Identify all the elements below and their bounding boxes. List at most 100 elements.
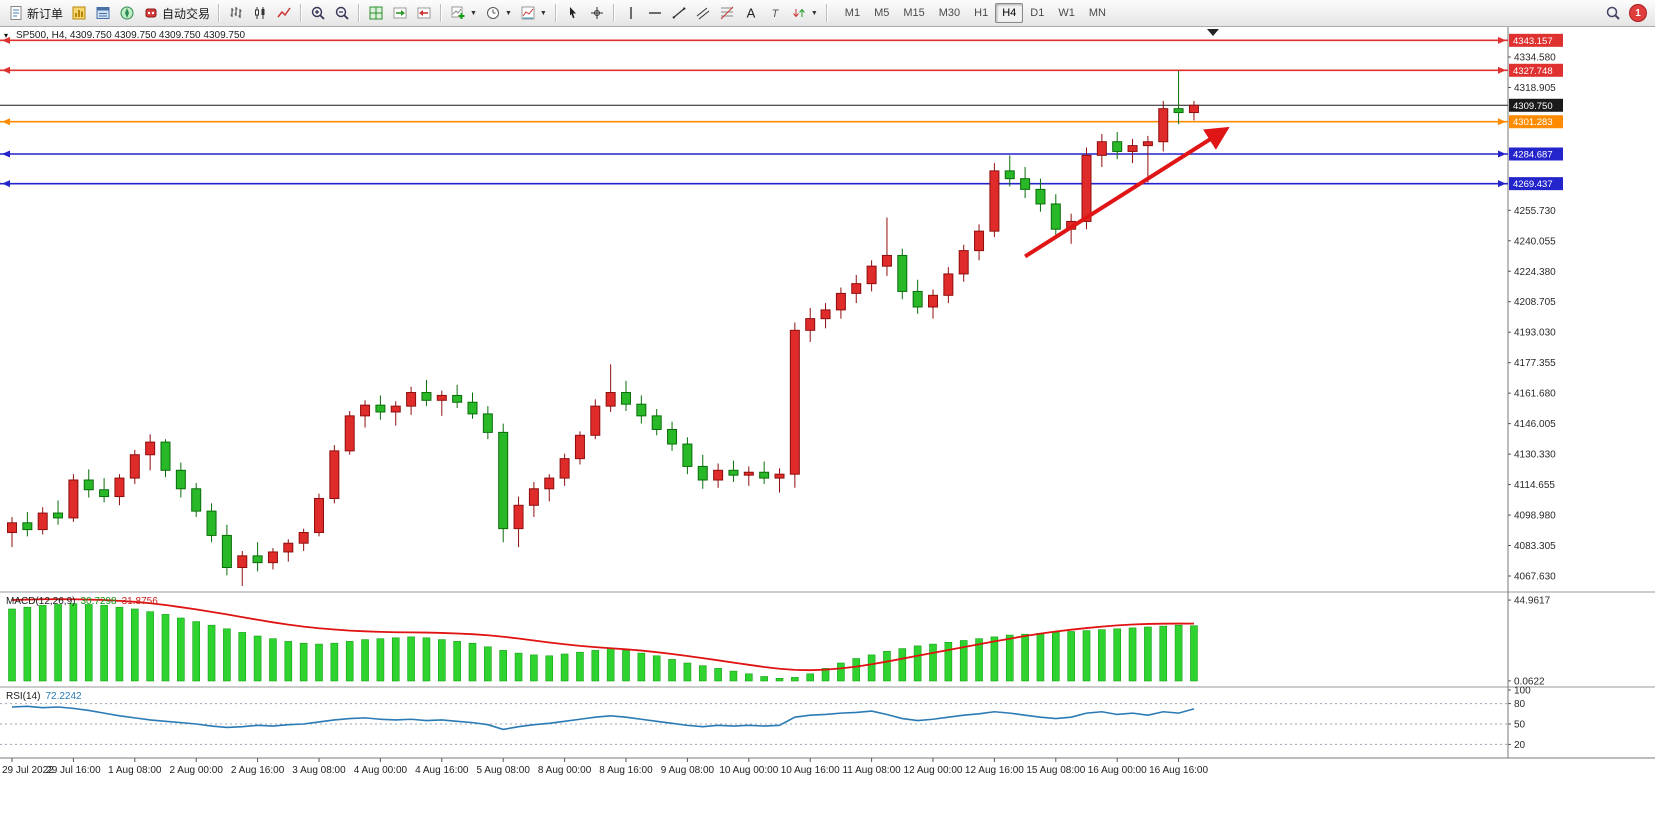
macd-histogram-bar [146,611,154,682]
macd-histogram-bar [944,641,953,682]
chart-shift-button[interactable] [412,1,436,25]
zoom-out-icon [334,5,350,21]
time-axis-label: 12 Aug 00:00 [904,765,963,776]
price-chart[interactable]: 4334.580 4318.905 4255.730 4240.055 4224.380… [0,27,1655,823]
price-axis-label: 4146.005 [1514,419,1556,430]
macd-histogram-bar [391,637,400,682]
candle [221,524,232,576]
price-axis-label: 4114.655 [1514,480,1555,491]
horizontal-line[interactable] [0,36,1508,44]
crosshair-button[interactable] [585,1,609,25]
time-axis-label: 2 Aug 00:00 [170,765,224,776]
macd-histogram-bar [23,606,32,682]
horizontal-line[interactable] [0,118,1508,126]
line-chart-mode-button[interactable] [272,1,296,25]
time-axis-label: 12 Aug 16:00 [965,765,1024,776]
time-axis-label: 1 Aug 08:00 [108,765,162,776]
text-button[interactable]: A [739,1,763,25]
dropdown-caret-icon[interactable]: ▼ [470,9,477,17]
toolbar-separator [554,4,557,22]
equidistant-channel-button[interactable] [691,1,715,25]
periods-button[interactable]: ▼ [481,1,516,25]
macd-histogram-bar [652,655,661,682]
scroll-position-marker-icon[interactable] [1207,29,1219,36]
auto-trading-button[interactable]: 自动交易 [139,1,214,25]
timeframe-h1[interactable]: H1 [974,7,989,19]
trendline-button[interactable] [667,1,691,25]
time-axis-label: 9 Aug 08:00 [661,765,715,776]
templates-button[interactable]: ▼ [516,1,551,25]
dropdown-caret-icon[interactable]: ▼ [810,9,818,17]
candle [513,496,524,548]
candle [544,474,555,502]
line-end-arrow-icon [1498,118,1506,126]
macd-histogram-bar [729,670,738,682]
timeframe-m15[interactable]: M15 [903,7,925,19]
trendline-icon [671,5,687,21]
candle [68,474,79,522]
macd-histogram-bar [499,650,508,682]
market-watch-button[interactable] [91,1,115,25]
time-axis-label: 4 Aug 16:00 [415,765,469,776]
price-axis-label: 4067.630 [1514,572,1556,583]
line-end-arrow-icon [1498,36,1506,44]
toolbar: 新订单 自动交易 ▼ ▼ ▼ A T ▼ M1 M5 M15 M30 H1 H4 D1 W1 MN 1 [0,0,1655,27]
time-axis-label: 15 Aug 08:00 [1026,765,1085,776]
timeframe-d1[interactable]: D1 [1030,7,1045,19]
line-end-arrow-icon [2,150,10,158]
auto-scroll-button[interactable] [388,1,412,25]
macd-axis-label: 44.9617 [1514,596,1551,607]
timeframe-m1[interactable]: M1 [844,7,861,19]
horizontal-line[interactable] [0,150,1508,158]
timeframe-m30[interactable]: M30 [938,7,961,19]
zoom-out-button[interactable] [330,1,354,25]
text-label-button[interactable]: T [763,1,787,25]
new-order-icon [8,5,24,21]
trend-arrow[interactable] [1024,126,1230,259]
candle [375,395,386,420]
search-icon[interactable] [1605,5,1621,21]
navigator-button[interactable] [115,1,139,25]
new-chart-button[interactable]: ▼ [446,1,481,25]
macd-histogram-bar [852,658,861,682]
price-axis-label: 4130.330 [1514,450,1556,461]
bar-chart-mode-button[interactable] [224,1,248,25]
price-badge: 4343.157 [1509,33,1563,47]
time-axis-label: 16 Aug 00:00 [1088,765,1147,776]
time-axis-label: 5 Aug 08:00 [477,765,531,776]
dropdown-caret-icon[interactable]: ▼ [504,9,512,17]
macd-histogram-bar [299,642,308,682]
price-axis-label: 4208.705 [1514,297,1556,308]
charts-button[interactable] [67,1,91,25]
timeframe-m5[interactable]: M5 [874,7,890,19]
candlestick-mode-button[interactable] [248,1,272,25]
price-badge: 4301.283 [1509,115,1563,129]
notification-badge[interactable]: 1 [1629,4,1647,22]
new-order-button[interactable]: 新订单 [4,1,67,25]
fibonacci-button[interactable] [715,1,739,25]
timeframe-mn[interactable]: MN [1088,7,1106,19]
macd-histogram-bar [1190,625,1198,682]
candle [897,248,908,300]
macd-histogram-bar [269,638,277,682]
auto-trading-label: 自动交易 [162,6,211,21]
tile-windows-button[interactable] [364,1,388,25]
macd-histogram-bar [1021,633,1029,682]
candle [206,503,217,543]
time-axis-label: 29 Jul 16:00 [46,765,101,776]
candle [498,423,509,543]
price-axis-label: 4224.380 [1514,267,1556,278]
arrows-button[interactable]: ▼ [787,1,822,25]
dropdown-caret-icon[interactable]: ▼ [539,9,547,17]
timeframe-h4[interactable]: H4 [995,3,1024,23]
timeframe-w1[interactable]: W1 [1058,7,1075,19]
chart-shift-icon [416,5,432,21]
horizontal-line[interactable] [0,180,1508,188]
zoom-in-button[interactable] [306,1,330,25]
cursor-button[interactable] [561,1,585,25]
horizontal-line[interactable] [0,66,1508,74]
price-axis-label: 4098.980 [1514,511,1556,522]
horizontal-line-button[interactable] [643,1,667,25]
candle [728,460,739,482]
vertical-line-button[interactable] [619,1,643,25]
